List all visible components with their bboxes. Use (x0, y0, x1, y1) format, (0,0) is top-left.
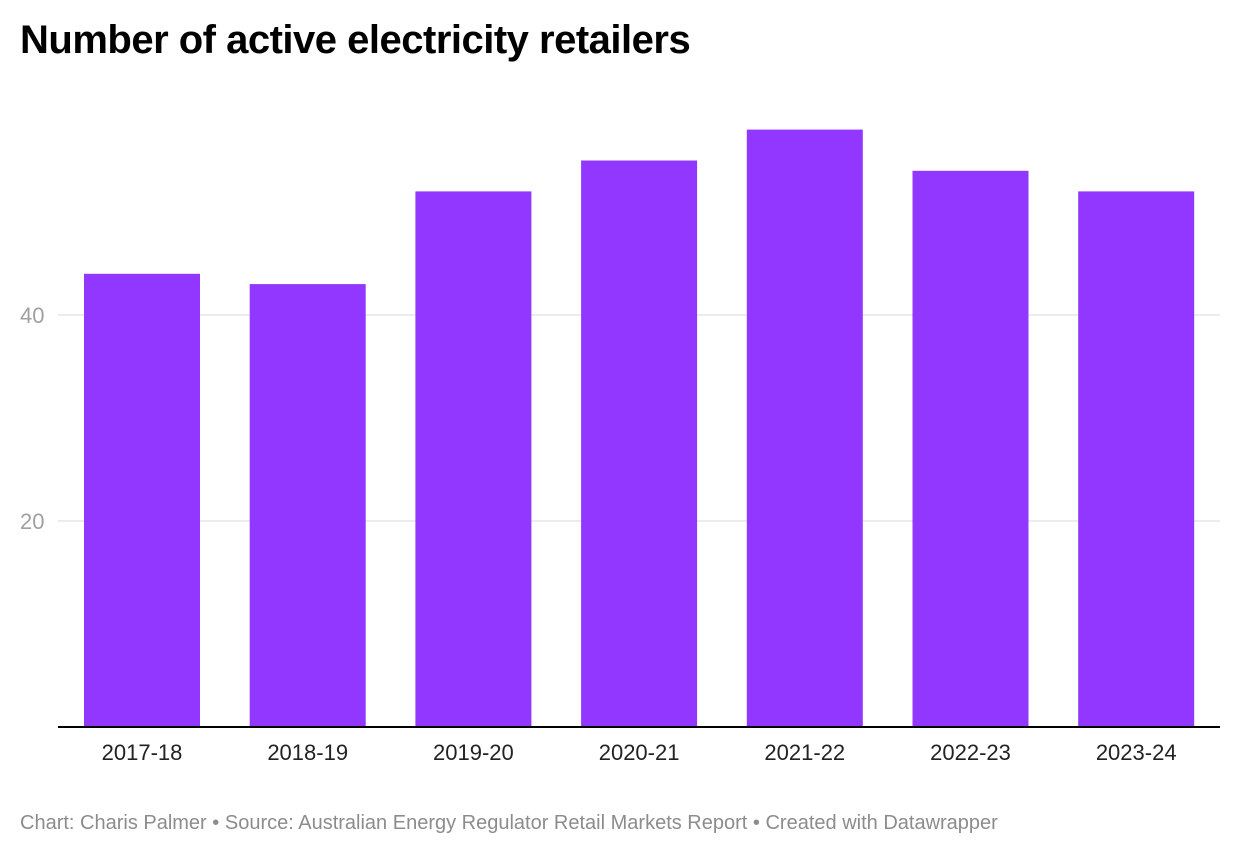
x-tick-label: 2018-19 (267, 740, 348, 765)
y-tick-label: 40 (20, 303, 44, 328)
chart-footer: Chart: Charis Palmer • Source: Australia… (20, 812, 998, 835)
chart-title: Number of active electricity retailers (20, 18, 691, 62)
x-tick-label: 2020-21 (599, 740, 680, 765)
bar (581, 160, 698, 727)
footer-made-with: Created with Datawrapper (765, 812, 998, 834)
x-tick-label: 2023-24 (1096, 740, 1177, 765)
x-tick-label: 2017-18 (102, 740, 183, 765)
footer-credit: Chart: Charis Palmer (20, 812, 207, 834)
x-axis-ticks: 2017-18 2018-19 2019-20 2020-21 2021-22 2022-… (102, 740, 1177, 765)
bar (746, 129, 863, 728)
x-tick-label: 2021-22 (764, 740, 845, 765)
bar (249, 284, 366, 727)
bar (415, 191, 532, 727)
x-tick-label: 2022-23 (930, 740, 1011, 765)
bars (84, 129, 1195, 728)
bar (912, 170, 1029, 728)
bar (84, 273, 200, 727)
x-tick-label: 2019-20 (433, 740, 514, 765)
bar (1078, 191, 1195, 727)
footer-separator: • (752, 812, 760, 834)
y-tick-label: 20 (20, 509, 44, 534)
footer-source: Source: Australian Energy Regulator Reta… (224, 812, 748, 834)
footer-separator: • (212, 812, 220, 834)
